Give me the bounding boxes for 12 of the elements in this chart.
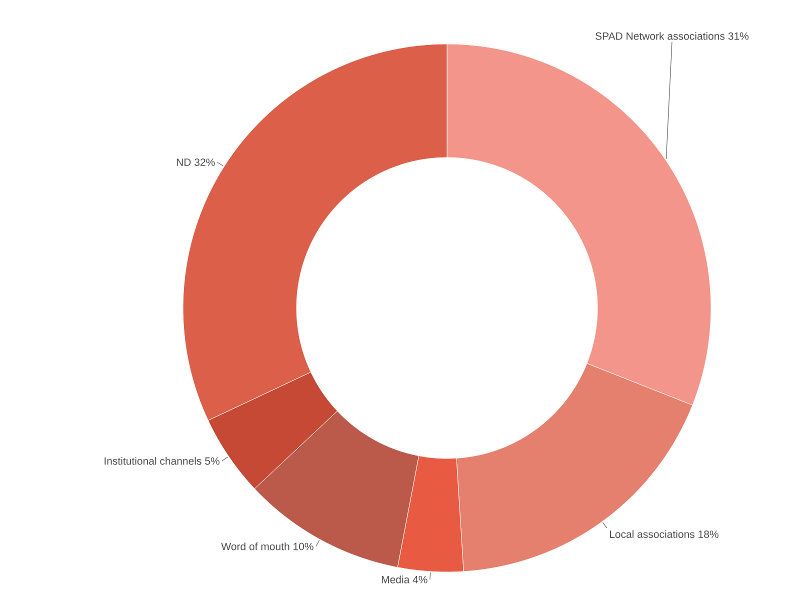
data-label: 5% — [205, 457, 220, 465]
slice-label: Institutional channels — [104, 457, 202, 465]
slice-label: Media — [382, 576, 410, 584]
data-label: 18% — [698, 530, 718, 538]
data-label: 10% — [294, 542, 314, 550]
slice-label: Word of mouth — [221, 542, 290, 550]
data-label: 4% — [412, 576, 428, 584]
slice-label: SPAD Network associations — [596, 32, 725, 40]
slice-label: Local associations — [610, 530, 694, 538]
data-label: 32% — [194, 158, 215, 166]
slice-label: ND — [176, 158, 191, 166]
data-label: 31% — [728, 32, 749, 40]
